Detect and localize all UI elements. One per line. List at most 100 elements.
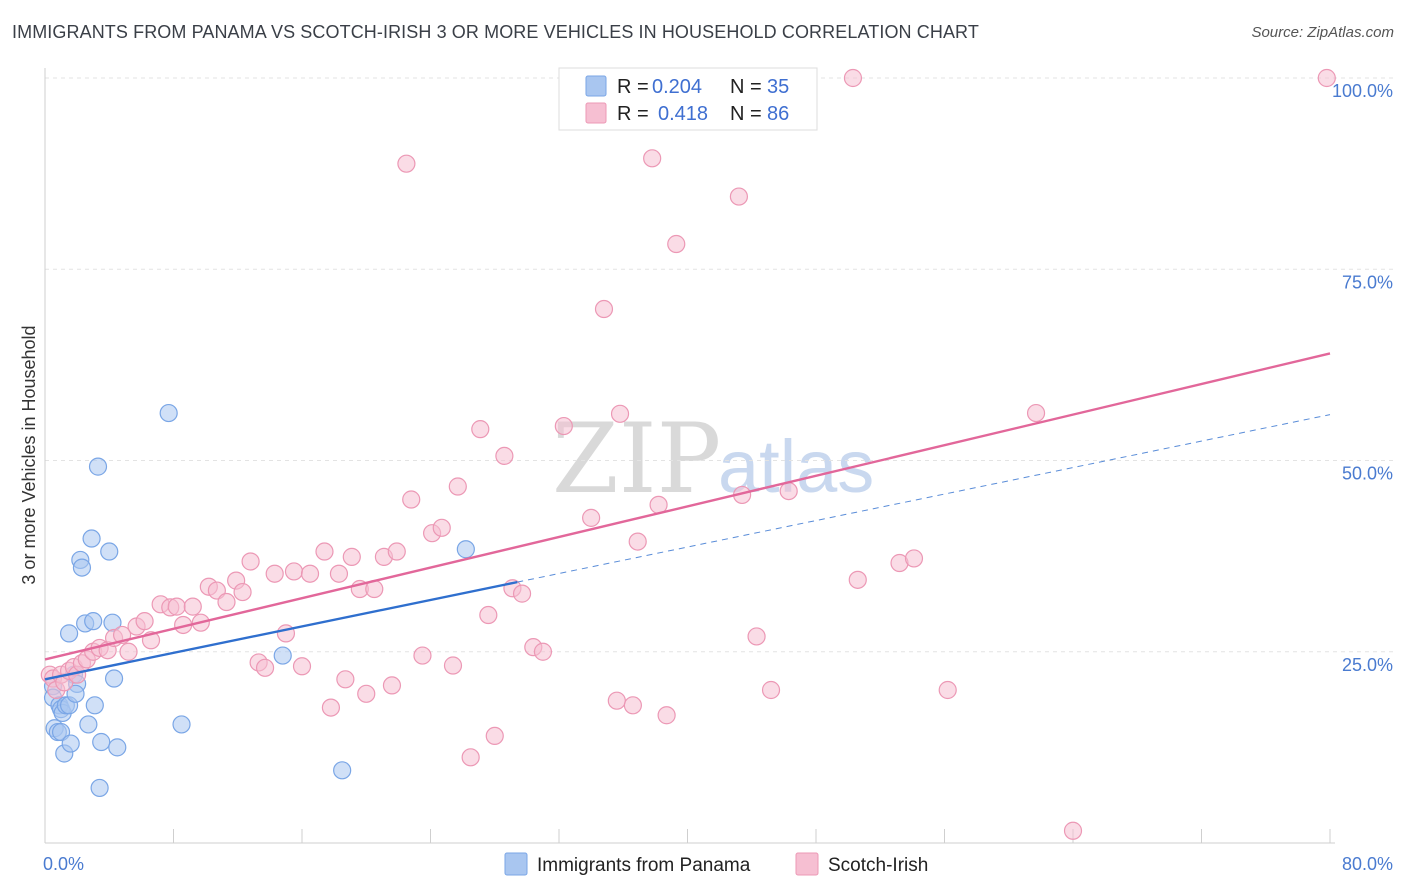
panama-point [333,761,352,780]
bottom-legend-label-scotch-irish: Scotch-Irish [828,855,928,876]
scotch-irish-point [357,684,376,703]
panama-point [84,612,103,631]
scotch-irish-point [657,706,676,725]
y-axis-label: 3 or more Vehicles in Household [19,325,39,584]
panama-point [88,457,108,476]
scotch-irish-point [1026,403,1046,423]
panama-point [85,696,104,715]
y-tick-label: 100.0% [1332,81,1393,101]
scotch-irish-point [628,532,647,551]
legend-n-value-scotch-irish: 86 [767,103,789,125]
scotch-irish-point [848,570,867,589]
scotch-irish-point [512,584,532,603]
scotch-irish-point [843,68,863,88]
legend-n-label-panama: N = [730,76,762,98]
bottom-legend-swatch-scotch-irish [795,852,819,876]
scotch-irish-point [448,477,467,496]
bottom-legend-swatch-panama [504,852,528,876]
scotch-irish-point [241,552,260,571]
scotch-irish-point [623,696,642,715]
scotch-irish-point [342,547,361,566]
scotch-irish-point [167,597,186,616]
scotch-irish-point [582,508,601,527]
panama-point [100,542,119,561]
legend-r-label-scotch-irish: R = [617,103,649,125]
scotch-irish-point [485,726,504,746]
scotch-irish-point [747,627,766,646]
watermark-zip: ZIP [552,403,721,515]
scotch-irish-point [533,642,553,661]
scotch-irish-point [643,149,662,168]
scotch-irish-point [135,612,154,631]
scotch-irish-point [495,446,514,466]
scotch-irish-point [284,562,304,581]
panama-point [82,529,101,548]
scotch-irish-trend-line [44,352,1331,661]
scotch-irish-point [1063,821,1083,840]
legend-r-label-panama: R = [617,76,649,98]
scotch-irish-point [402,490,421,509]
panama-point [104,669,124,688]
panama-point [59,624,79,643]
panama-point [159,403,178,423]
scotch-irish-point [761,680,781,700]
panama-point [90,778,109,798]
legend-r-value-panama: 0.204 [652,76,702,98]
legend-n-label-scotch-irish: N = [730,103,762,125]
scotch-irish-point [1317,68,1336,88]
chart-title: IMMIGRANTS FROM PANAMA VS SCOTCH-IRISH 3… [12,22,979,42]
panama-point [72,558,92,577]
scotch-irish-point [255,658,275,677]
legend-swatch-scotch-irish [585,102,607,124]
scotch-irish-point [729,187,749,206]
scotch-irish-point [443,656,463,675]
scotch-irish-point [432,518,451,537]
legend: R = 0.204 N = 35 R = 0.418 N = 86 [558,67,818,131]
scotch-irish-point [479,605,498,625]
panama-point [61,734,80,753]
scotch-irish-point [938,680,957,700]
scotch-irish-point [610,404,630,423]
axes: 25.0% 50.0% 75.0% 100.0% 0.0% 80.0% [43,68,1393,874]
legend-r-value-scotch-irish: 0.418 [658,103,708,125]
panama-point [79,715,98,734]
scotch-irish-point [265,564,284,583]
scotch-irish-point [594,299,614,319]
scotch-irish-point [471,420,490,439]
x-tick-label: 0.0% [43,854,84,874]
series-panama-points [43,403,475,798]
scotch-irish-point [292,657,312,676]
scotch-irish-point [382,676,402,695]
scotch-irish-point [413,646,432,665]
scotch-irish-point [387,542,406,561]
panama-point [92,732,111,752]
scotch-irish-point [233,582,252,602]
panama-point [456,540,475,559]
panama-point [66,684,85,703]
x-tick-label: 80.0% [1342,854,1393,874]
scotch-irish-point [119,642,138,661]
panama-point [108,738,127,757]
scotch-irish-point [667,234,686,254]
source-label: Source: ZipAtlas.com [1251,24,1394,41]
bottom-legend: Immigrants from Panama Scotch-Irish [504,852,928,876]
scotch-irish-point [336,670,355,689]
scotch-irish-point [461,748,480,767]
y-tick-label: 50.0% [1342,464,1393,484]
y-tick-label: 25.0% [1342,655,1393,675]
trend-lines [44,352,1331,681]
bottom-legend-label-panama: Immigrants from Panama [537,855,751,876]
scotch-irish-point [183,597,202,616]
panama-point [172,715,191,734]
scotch-irish-point [397,154,416,173]
scotch-irish-point [904,549,924,568]
scotch-irish-point [321,698,341,717]
scotch-irish-point [329,564,349,583]
legend-swatch-panama [585,75,607,97]
scotch-irish-point [607,691,626,710]
scotch-irish-point [554,416,573,436]
panama-trend-line [44,580,518,681]
scotch-irish-point [217,592,236,612]
scotch-irish-point [779,482,798,501]
